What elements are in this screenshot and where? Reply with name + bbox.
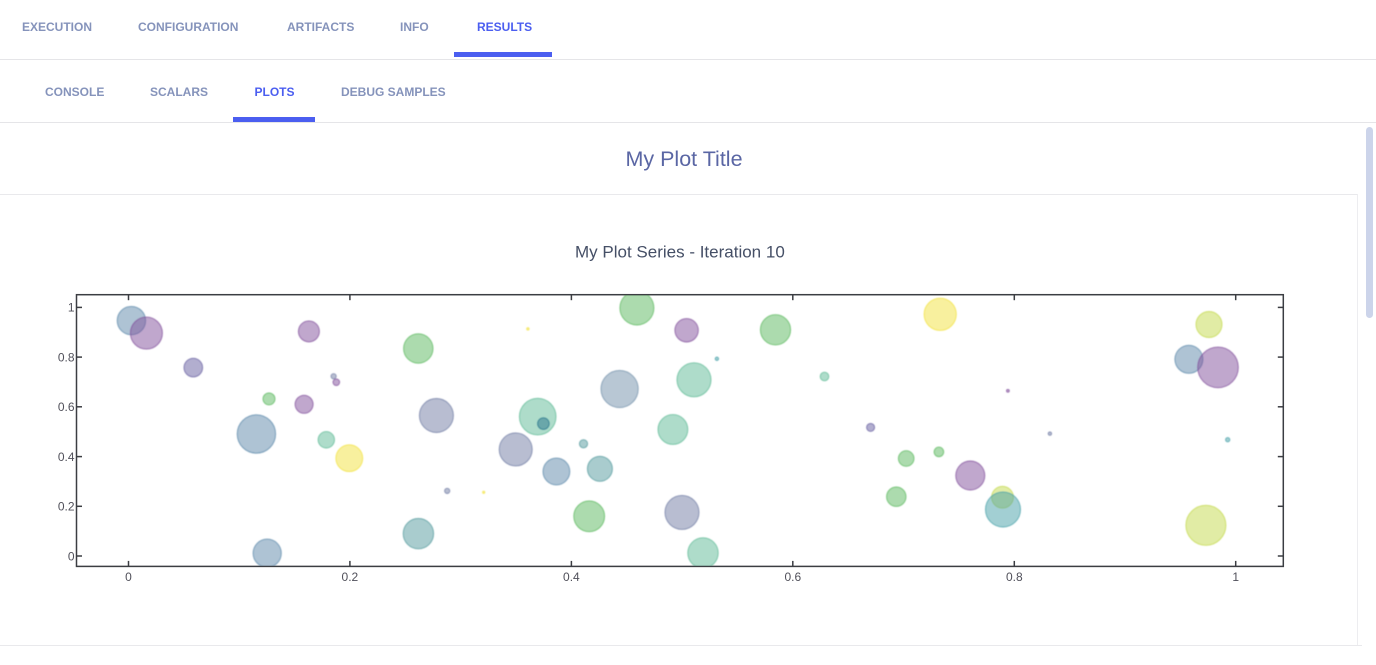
svg-text:0: 0 [68, 549, 75, 563]
svg-text:0.2: 0.2 [58, 500, 75, 514]
svg-text:0.4: 0.4 [563, 570, 580, 584]
svg-text:0.2: 0.2 [342, 570, 359, 584]
svg-text:0.6: 0.6 [784, 570, 801, 584]
svg-text:1: 1 [1232, 570, 1239, 584]
svg-text:0.6: 0.6 [58, 400, 75, 414]
svg-text:0.4: 0.4 [58, 450, 75, 464]
svg-text:0.8: 0.8 [1006, 570, 1023, 584]
svg-text:My Plot Series - Iteration 10: My Plot Series - Iteration 10 [575, 243, 785, 262]
svg-text:1: 1 [68, 301, 75, 315]
svg-text:0: 0 [125, 570, 132, 584]
svg-text:0.8: 0.8 [58, 350, 75, 364]
